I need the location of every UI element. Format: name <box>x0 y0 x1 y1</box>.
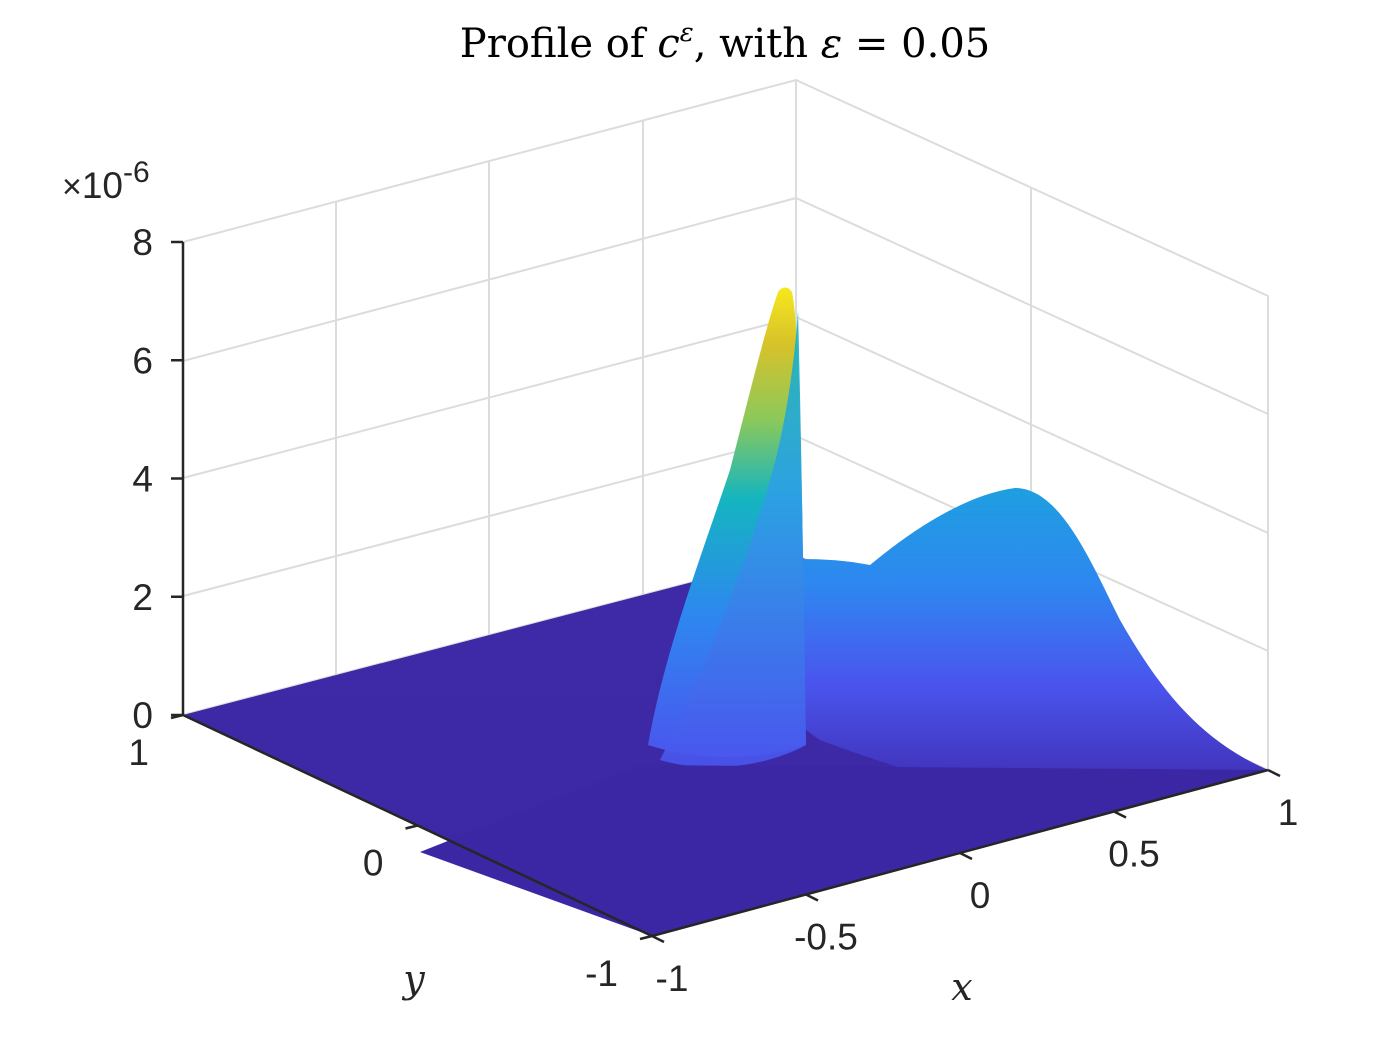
left-wall-hgrid-2 <box>182 435 797 597</box>
surface-floor-front <box>420 765 1268 936</box>
z-tick-label: 4 <box>132 459 153 500</box>
x-tick-mark <box>651 934 665 944</box>
title-symbol: c <box>657 21 679 67</box>
title-suffix: , with <box>694 21 821 67</box>
y-tick-label: 1 <box>128 732 149 773</box>
x-tick-label: -0.5 <box>794 917 858 958</box>
title-equals: = 0.05 <box>842 21 990 67</box>
surface-peak-front <box>660 310 806 768</box>
z-tick-marks <box>171 240 183 717</box>
y-tick-mark <box>170 713 184 720</box>
x-tick-mark <box>805 893 819 902</box>
left-wall-hgrid-6 <box>182 197 797 362</box>
z-exponent-power: -6 <box>123 156 150 189</box>
title-prefix: Profile of <box>460 21 658 67</box>
title-superscript: ε <box>680 18 694 48</box>
title-eps: ε <box>821 21 842 67</box>
z-exponent-base: 10 <box>82 165 123 206</box>
z-tick-label: 2 <box>132 577 153 618</box>
z-tick-label: 8 <box>132 222 153 263</box>
x-axis-label: x <box>951 965 972 1009</box>
z-tick-label: 0 <box>132 695 153 736</box>
y-tick-mark <box>639 934 653 941</box>
right-wall-hgrid-6 <box>795 197 1269 415</box>
z-tick-label: 6 <box>132 340 153 381</box>
y-tick-label: 0 <box>363 843 384 884</box>
x-tick-label: 0 <box>970 875 991 916</box>
chart-title: Profile of cε, with ε = 0.05 <box>460 18 990 67</box>
left-wall-hgrid-4 <box>182 316 797 479</box>
axes <box>170 240 1281 944</box>
surface <box>183 287 1268 936</box>
x-tick-mark <box>1267 768 1281 778</box>
y-tick-marks <box>170 713 653 941</box>
y-tick-label: -1 <box>585 953 618 994</box>
x-tick-label: 0.5 <box>1108 834 1159 875</box>
x-tick-mark <box>1113 810 1127 819</box>
x-tick-label: -1 <box>656 958 689 999</box>
z-exponent-label: ×10-6 <box>62 156 150 206</box>
y-tick-mark <box>405 824 418 830</box>
right-wall-hgrid-4 <box>795 316 1269 534</box>
x-tick-marks <box>651 768 1281 944</box>
y-axis-label: y <box>401 957 425 1001</box>
x-tick-mark <box>959 851 973 861</box>
x-tick-label: 1 <box>1278 792 1299 833</box>
z-exponent-times: × <box>62 168 82 206</box>
surface-broad-hump <box>700 488 1268 812</box>
